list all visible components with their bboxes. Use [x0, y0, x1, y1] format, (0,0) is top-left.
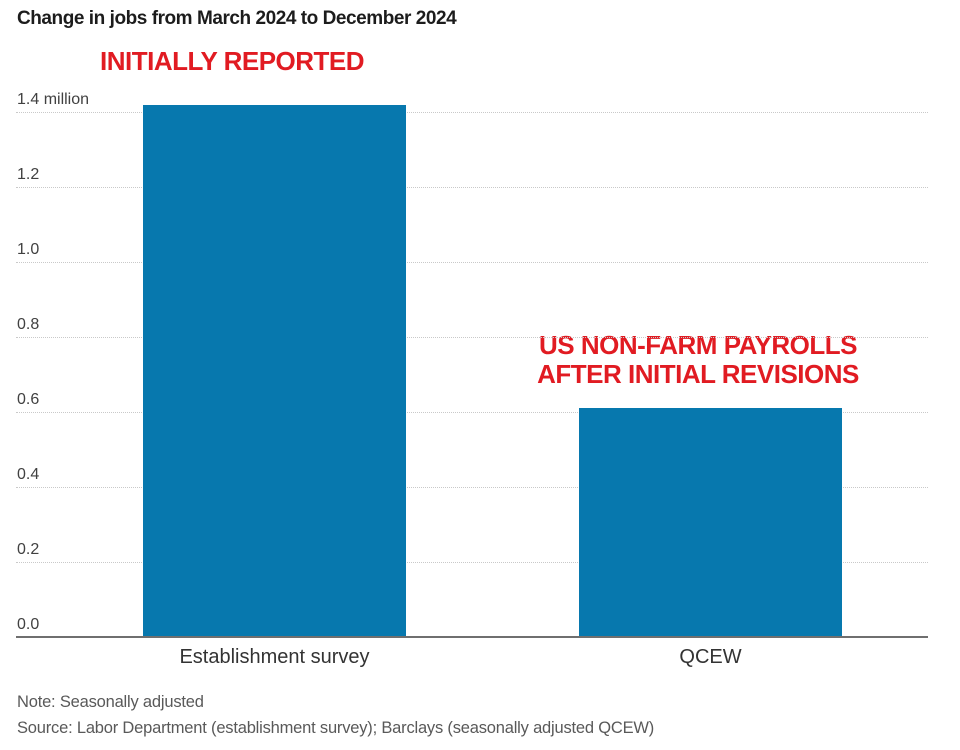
chart-title: Change in jobs from March 2024 to Decemb…: [17, 8, 457, 29]
annotation-line: AFTER INITIAL REVISIONS: [537, 359, 859, 389]
gridline-0-8: [16, 337, 928, 338]
note-text: Note: Seasonally adjusted: [17, 693, 204, 711]
bar-establishment-survey: [143, 104, 406, 636]
gridline-1-4-million: [16, 112, 928, 113]
y-tick-label: 0.4: [17, 466, 40, 483]
y-tick-label: 0.0: [17, 616, 40, 633]
x-tick-label: Establishment survey: [179, 646, 370, 668]
source-text: Source: Labor Department (establishment …: [17, 719, 655, 737]
y-tick-label: 0.6: [17, 391, 40, 408]
y-tick-label: 0.2: [17, 541, 40, 558]
y-tick-label: 0.8: [17, 316, 40, 333]
x-tick-label: QCEW: [679, 646, 742, 668]
gridline-0-0: [16, 636, 928, 638]
annotation-line: US NON-FARM PAYROLLS: [539, 330, 857, 360]
gridline-0-4: [16, 487, 928, 488]
y-tick-label: 1.0: [17, 241, 40, 258]
y-tick-label: 1.4 million: [17, 91, 90, 108]
gridline-1-2: [16, 187, 928, 188]
gridline-1-0: [16, 262, 928, 263]
annotation-after-revisions: US NON-FARM PAYROLLS AFTER INITIAL REVIS…: [468, 331, 928, 389]
annotation-initially-reported: INITIALLY REPORTED: [100, 46, 365, 76]
gridline-0-2: [16, 562, 928, 563]
annotation-line: INITIALLY REPORTED: [100, 46, 365, 76]
gridline-0-6: [16, 412, 928, 413]
y-tick-label: 1.2: [17, 166, 40, 183]
bar-qcew: [579, 408, 842, 636]
